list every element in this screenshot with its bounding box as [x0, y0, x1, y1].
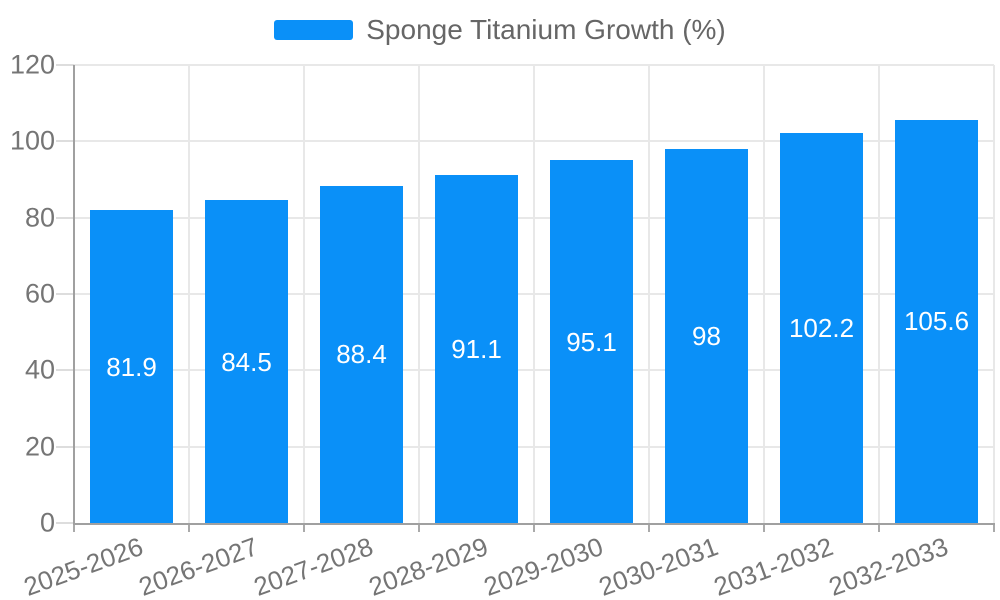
bar[interactable] — [320, 185, 403, 523]
x-gridline — [878, 65, 880, 523]
bar[interactable] — [435, 175, 518, 523]
y-axis-tick — [56, 369, 74, 372]
x-axis-tick — [993, 523, 995, 532]
y-axis-tick — [56, 64, 74, 66]
y-axis-tick-label: 100 — [9, 125, 55, 156]
bar-value-label: 84.5 — [221, 346, 272, 377]
y-axis-tick-label: 60 — [24, 278, 55, 309]
bar[interactable] — [665, 148, 748, 523]
bar[interactable] — [550, 160, 633, 523]
x-axis-tick-label: 2032-2033 — [824, 531, 953, 600]
x-axis-line — [73, 523, 995, 525]
x-gridline — [188, 65, 190, 523]
bar-value-label: 98 — [692, 320, 721, 351]
y-axis-tick — [56, 216, 74, 219]
x-gridline — [648, 65, 650, 523]
x-axis-tick — [73, 523, 75, 532]
x-axis-tick — [648, 523, 650, 532]
y-axis-tick-label: 120 — [9, 49, 55, 80]
x-gridline — [763, 65, 765, 523]
x-axis-tick — [418, 523, 420, 532]
x-axis-tick — [878, 523, 880, 532]
bar-value-label: 91.1 — [451, 334, 502, 365]
x-axis-tick — [303, 523, 305, 532]
y-axis-tick — [56, 140, 74, 143]
x-axis-tick-label: 2029-2030 — [479, 531, 608, 600]
bar[interactable] — [205, 200, 288, 523]
bar-value-label: 102.2 — [788, 312, 855, 343]
x-axis-tick-label: 2025-2026 — [19, 531, 148, 600]
x-gridline — [418, 65, 420, 523]
x-axis-tick — [763, 523, 765, 532]
y-axis-line — [73, 65, 75, 525]
bar[interactable] — [780, 132, 863, 523]
bar[interactable] — [895, 119, 978, 523]
x-gridline — [533, 65, 535, 523]
bar-value-label: 95.1 — [566, 326, 617, 357]
x-axis-tick-label: 2026-2027 — [134, 531, 263, 600]
y-axis-tick — [56, 293, 74, 295]
y-axis-tick-label: 40 — [24, 354, 55, 385]
y-axis-tick — [56, 522, 74, 524]
y-axis-tick-label: 80 — [24, 202, 55, 233]
bar-value-label: 88.4 — [336, 339, 387, 370]
x-axis-tick — [533, 523, 535, 532]
y-axis-tick-label: 0 — [39, 507, 55, 538]
legend-item[interactable]: Sponge Titanium Growth (%) — [0, 16, 1000, 44]
x-axis-tick-label: 2031-2032 — [709, 531, 838, 600]
bar-value-label: 81.9 — [106, 351, 157, 382]
x-axis-tick-label: 2027-2028 — [249, 531, 378, 600]
x-gridline — [993, 65, 995, 523]
legend-swatch — [274, 20, 354, 40]
bar-value-label: 105.6 — [903, 306, 970, 337]
y-axis-tick — [56, 445, 74, 448]
x-axis-tick — [188, 523, 190, 532]
x-axis-tick-label: 2030-2031 — [594, 531, 723, 600]
bar[interactable] — [90, 210, 173, 523]
y-axis-tick-label: 20 — [24, 431, 55, 462]
x-axis-tick-label: 2028-2029 — [364, 531, 493, 600]
legend-label: Sponge Titanium Growth (%) — [366, 14, 726, 45]
x-gridline — [303, 65, 305, 523]
